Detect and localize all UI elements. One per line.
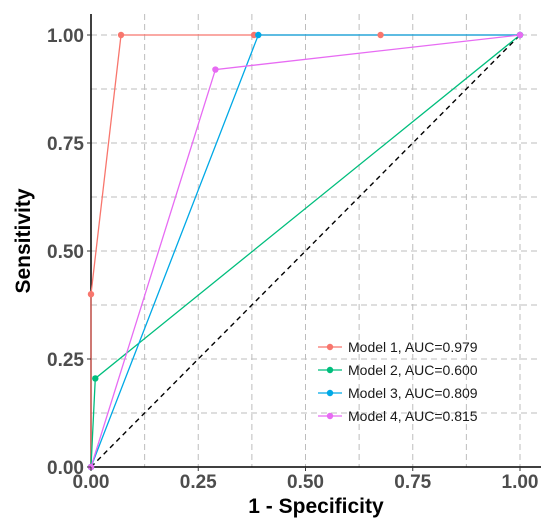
legend: Model 1, AUC=0.979 Model 2, AUC=0.600 Mode… [318,339,478,424]
x-tick-label: 0.75 [394,472,431,493]
series-point-model-1 [87,291,95,298]
series-point-model-4 [516,31,524,39]
y-tick-label: 0.50 [47,242,84,263]
reference-diagonal-line [90,34,521,468]
x-tick-label: 0.25 [180,472,217,493]
series-point-model-3 [255,31,262,39]
y-tick-label: 0.75 [47,134,84,155]
legend-label-model-2: Model 2, AUC=0.600 [348,362,478,378]
legend-label-model-3: Model 3, AUC=0.809 [348,385,478,401]
legend-key-point [326,343,334,351]
x-tick-label: 0.00 [73,472,110,493]
legend-label-model-4: Model 4, AUC=0.815 [348,408,478,424]
x-tick-label: 1.00 [502,472,539,493]
x-axis-title: 1 - Specificity [248,495,384,518]
x-tick-label: 0.50 [287,472,324,493]
y-tick-label: 0.25 [47,350,84,371]
legend-key-point [326,366,334,374]
series-point-model-1 [117,31,125,39]
series-point-model-1 [377,31,384,39]
ticks-layer: 0.00 0.25 0.50 0.75 1.00 0.00 0.25 0.50 0.75 1.00 [47,26,538,493]
legend-key-point [326,389,334,397]
series-point-model-4 [212,66,219,73]
y-tick-label: 1.00 [47,26,84,47]
series-point-model-2 [92,375,99,382]
reference-line-layer [90,34,521,468]
legend-key-point [326,412,334,420]
legend-label-model-1: Model 1, AUC=0.979 [348,339,478,355]
y-tick-label: 0.00 [47,458,84,479]
y-axis-title: Sensitivity [12,188,35,293]
